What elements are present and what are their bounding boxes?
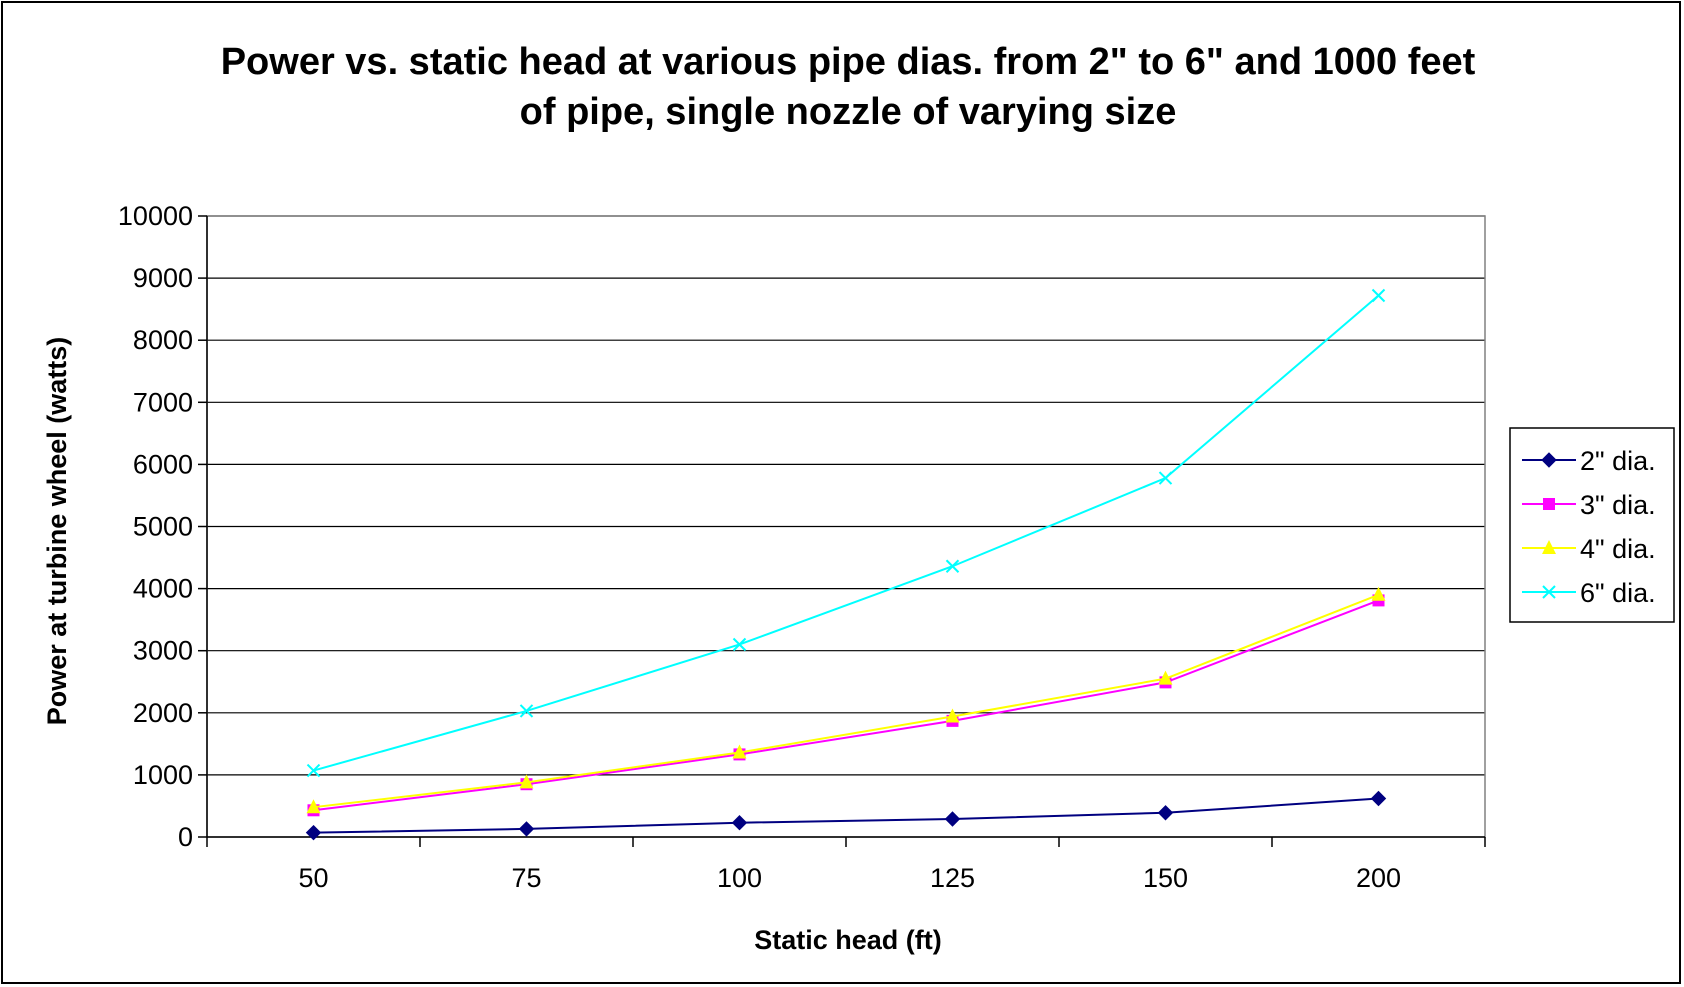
data-point [306, 763, 321, 778]
chart-title-line-2: of pipe, single nozzle of varying size [520, 91, 1177, 133]
gridlines [207, 215, 1485, 776]
series-lines [305, 288, 1387, 841]
data-point [1371, 586, 1386, 601]
series-2 [307, 594, 1385, 817]
data-point [1370, 790, 1387, 807]
x-tick-label: 50 [298, 863, 328, 893]
x-axis-title: Static head (ft) [754, 925, 942, 955]
legend-marker [1543, 498, 1555, 510]
series-line [313, 294, 1380, 772]
series-3 [306, 586, 1386, 814]
x-tick-label: 75 [511, 863, 541, 893]
data-point [945, 708, 960, 723]
data-point [1158, 471, 1173, 485]
legend-item: 2" dia. [1522, 446, 1656, 476]
data-point [305, 824, 322, 841]
data-point [1157, 805, 1174, 821]
legend-label: 3" dia. [1580, 490, 1656, 520]
legend-label: 6" dia. [1580, 578, 1656, 608]
y-tick-label: 6000 [133, 449, 193, 479]
y-tick-label: 1000 [133, 760, 193, 790]
data-point [1158, 670, 1173, 685]
y-tick-label: 2000 [133, 698, 193, 728]
data-point [732, 744, 747, 759]
x-tick-label: 100 [717, 863, 762, 893]
legend-marker [1542, 540, 1556, 554]
x-tick-label: 125 [930, 863, 975, 893]
x-tick-label: 150 [1143, 863, 1188, 893]
y-tick-label: 10000 [118, 201, 193, 231]
chart-title-line-1: Power vs. static head at various pipe di… [221, 41, 1476, 83]
data-point [306, 799, 321, 814]
series-1 [305, 790, 1387, 841]
data-point [519, 774, 534, 789]
x-tick-label: 200 [1356, 863, 1401, 893]
legend-item: 6" dia. [1522, 578, 1656, 608]
legend-label: 4" dia. [1580, 534, 1656, 564]
series-line [313, 593, 1379, 809]
axes: 0 1000 2000 3000 4000 5000 6000 7000 8000 9000 100… [118, 201, 1486, 893]
data-point [731, 815, 748, 831]
series-4 [306, 288, 1386, 778]
data-point [732, 637, 747, 652]
series-line [313, 599, 1379, 812]
y-tick-label: 0 [178, 822, 193, 852]
y-tick-label: 4000 [133, 574, 193, 604]
data-point [944, 811, 961, 827]
y-tick-label: 8000 [133, 325, 193, 355]
y-tick-label: 3000 [133, 636, 193, 666]
data-point [945, 559, 960, 573]
legend-item: 4" dia. [1522, 534, 1656, 564]
y-tick-label: 9000 [133, 263, 193, 293]
y-axis-title: Power at turbine wheel (watts) [42, 337, 72, 726]
y-tick-label: 7000 [133, 387, 193, 417]
data-point [519, 704, 534, 718]
data-point [1371, 288, 1386, 303]
legend-marker [1542, 585, 1556, 599]
series-line [313, 797, 1379, 834]
y-tick-label: 5000 [133, 512, 193, 542]
legend: 2" dia. 3" dia. 4" dia. 6" dia. [1509, 427, 1675, 623]
legend-label: 2" dia. [1580, 446, 1656, 476]
data-point [518, 821, 535, 837]
legend-item: 3" dia. [1522, 490, 1656, 520]
legend-marker [1541, 452, 1557, 468]
